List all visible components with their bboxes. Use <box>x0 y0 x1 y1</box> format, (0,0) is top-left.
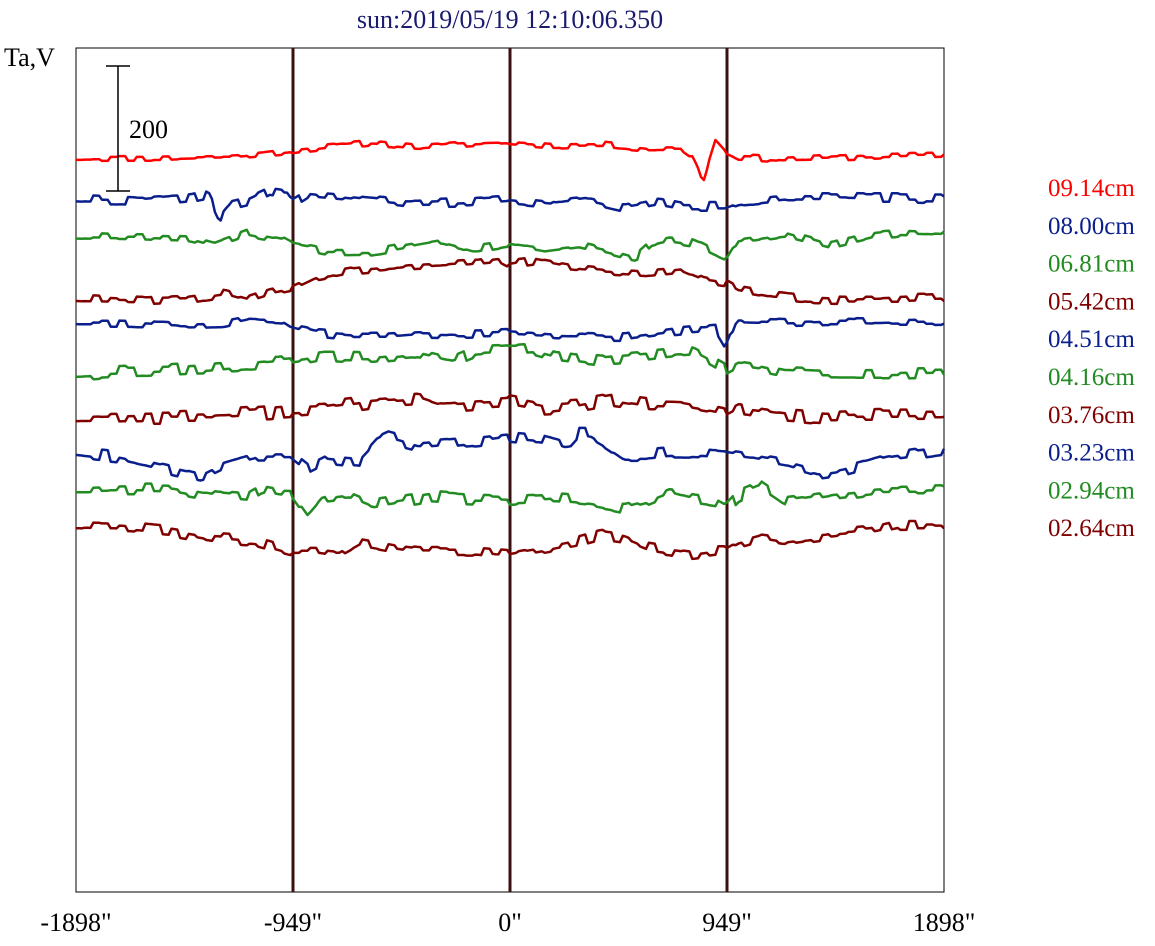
chart-title: sun:2019/05/19 12:10:06.350 <box>357 5 663 34</box>
series-line-02.94cm <box>75 480 945 517</box>
series-line-04.51cm <box>75 316 945 348</box>
x-tick-label: 0" <box>498 908 522 937</box>
scale-bar: 200 <box>106 65 168 192</box>
series-line-04.16cm <box>75 342 946 381</box>
legend-entry: 06.81cm <box>1048 251 1135 278</box>
legend-entry: 03.23cm <box>1048 440 1135 467</box>
legend-entry: 02.64cm <box>1048 515 1135 542</box>
legend-entry: 04.51cm <box>1048 326 1135 353</box>
series-layer <box>75 138 946 561</box>
series-line-05.42cm <box>75 256 945 306</box>
series-line-09.14cm <box>76 138 945 182</box>
legend-entry: 09.14cm <box>1048 175 1135 202</box>
series-line-03.23cm <box>75 426 946 482</box>
series-line-06.81cm <box>76 228 945 262</box>
legend-entry: 08.00cm <box>1048 213 1135 240</box>
legend-entry: 03.76cm <box>1048 402 1135 429</box>
legend: 09.14cm 08.00cm 06.81cm 05.42cm 04.51cm 04.16… <box>1048 175 1135 542</box>
x-tick-label: 949" <box>702 908 752 937</box>
series-line-02.64cm <box>75 519 945 561</box>
legend-entry: 04.16cm <box>1048 364 1135 391</box>
legend-entry: 02.94cm <box>1048 477 1135 504</box>
x-tick-label: -1898" <box>40 908 111 937</box>
x-tick-label: -949" <box>264 908 322 937</box>
legend-entry: 05.42cm <box>1048 288 1135 315</box>
y-axis-label: Ta,V <box>4 43 55 72</box>
series-line-08.00cm <box>75 187 945 222</box>
vertical-markers <box>291 48 729 892</box>
x-axis-ticks: -1898" -949" 0" 949" 1898" <box>40 908 975 937</box>
scale-bar-label: 200 <box>129 115 168 144</box>
series-line-03.76cm <box>76 392 945 425</box>
x-tick-label: 1898" <box>913 908 976 937</box>
